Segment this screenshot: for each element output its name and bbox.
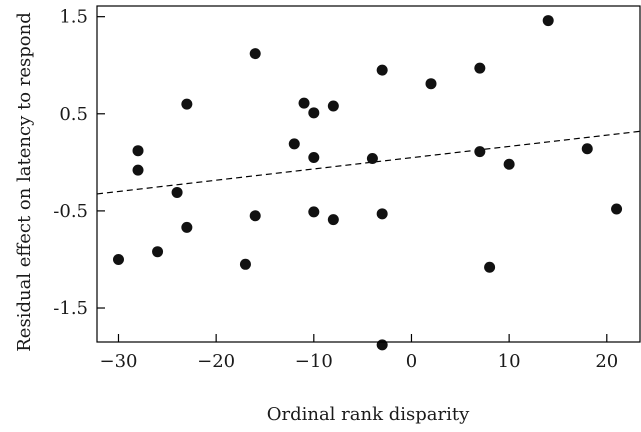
data-point (288, 138, 300, 150)
data-point (611, 203, 623, 215)
data-point (484, 261, 496, 273)
data-point (474, 62, 486, 74)
x-tick-label: 10 (498, 351, 521, 372)
x-tick-label: 0 (406, 351, 417, 372)
x-tick-label: −10 (295, 351, 333, 372)
data-point (503, 158, 515, 170)
data-point (366, 152, 378, 164)
data-point (308, 107, 320, 119)
data-point (181, 98, 193, 110)
x-tick-label: −20 (197, 351, 235, 372)
data-point (132, 164, 144, 176)
x-tick-label: −30 (99, 351, 137, 372)
data-point (152, 246, 164, 258)
y-tick-label: 1.5 (59, 7, 88, 28)
data-point (376, 64, 388, 76)
data-point (249, 48, 261, 60)
data-point (171, 186, 183, 198)
data-point (308, 151, 320, 163)
y-tick-label: -0.5 (53, 201, 88, 222)
trend-line (96, 130, 641, 195)
data-point (376, 339, 388, 351)
plot-frame (96, 5, 641, 343)
y-axis-label: Residual effect on latency to respond (14, 12, 35, 352)
data-point (308, 206, 320, 218)
data-point (581, 143, 593, 155)
data-point (112, 253, 124, 265)
data-point (181, 221, 193, 233)
data-point (425, 78, 437, 90)
data-point (249, 210, 261, 222)
data-point (474, 146, 486, 158)
data-point (327, 214, 339, 226)
x-tick-label: 20 (595, 351, 618, 372)
data-point (239, 258, 251, 270)
data-point (298, 97, 310, 109)
y-tick-label: 0.5 (59, 104, 88, 125)
data-point (542, 15, 554, 27)
y-tick-label: -1.5 (53, 298, 88, 319)
x-axis-label: Ordinal rank disparity (267, 404, 470, 425)
data-point (327, 100, 339, 112)
data-point (132, 145, 144, 157)
data-point (376, 208, 388, 220)
